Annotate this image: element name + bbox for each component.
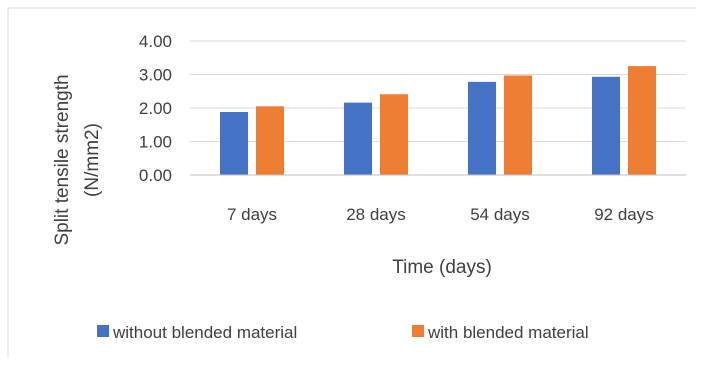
legend-swatch	[97, 325, 109, 337]
bars	[220, 66, 656, 175]
bar-without-blended-2	[468, 81, 496, 175]
x-axis-title: Time (days)	[392, 257, 492, 278]
y-tick-label: 1.00	[139, 133, 172, 152]
bar-with-blended-1	[380, 94, 408, 175]
x-tick-label: 7 days	[227, 205, 277, 224]
x-tick-label: 92 days	[594, 205, 654, 224]
bar-with-blended-0	[256, 106, 284, 175]
legend-label: with blended material	[427, 323, 589, 342]
y-axis-ticks: 0.00 1.00 2.00 3.00 4.00	[139, 32, 172, 185]
legend: without blended material with blended mat…	[97, 323, 589, 342]
bar-without-blended-1	[344, 102, 372, 175]
legend-swatch	[412, 325, 424, 337]
bar-with-blended-3	[628, 66, 656, 175]
y-tick-label: 2.00	[139, 99, 172, 118]
x-axis-ticks: 7 days 28 days 54 days 92 days	[227, 205, 654, 224]
y-tick-label: 0.00	[139, 166, 172, 185]
x-tick-label: 28 days	[346, 205, 406, 224]
legend-label: without blended material	[112, 323, 297, 342]
y-tick-label: 4.00	[139, 32, 172, 51]
y-axis-title-line-1: Split tensile strength	[52, 74, 73, 245]
bar-with-blended-2	[504, 75, 532, 175]
x-tick-label: 54 days	[470, 205, 530, 224]
bar-without-blended-0	[220, 112, 248, 175]
y-axis-title: Split tensile strength (N/mm2)	[52, 74, 103, 245]
bar-without-blended-3	[592, 76, 620, 175]
y-tick-label: 3.00	[139, 66, 172, 85]
y-axis-title-line-2: (N/mm2)	[82, 123, 103, 197]
